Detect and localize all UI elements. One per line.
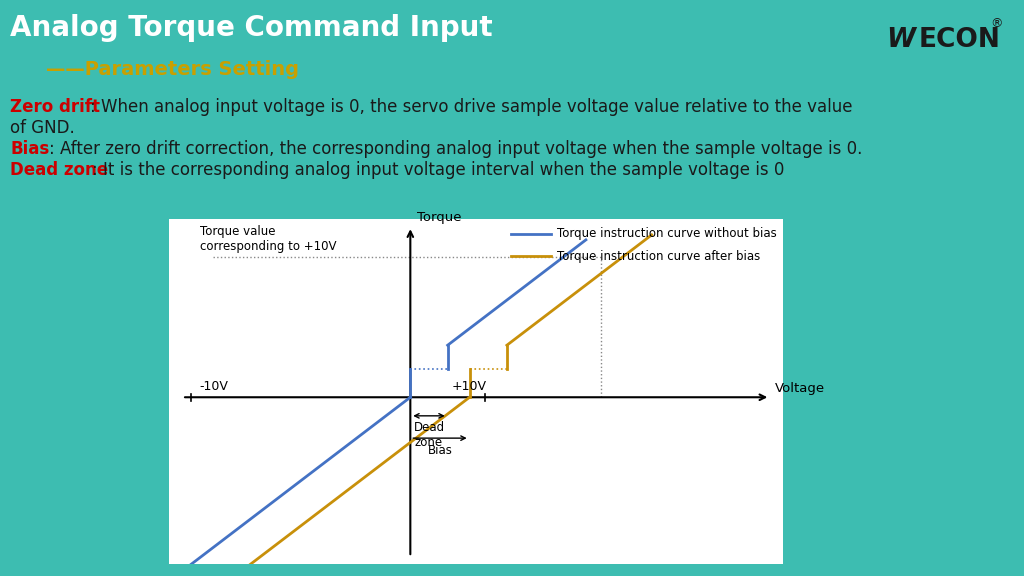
Text: W: W xyxy=(886,27,915,54)
Text: ®: ® xyxy=(990,17,1002,29)
Text: Zero drift: Zero drift xyxy=(10,98,100,116)
Text: Analog Torque Command Input: Analog Torque Command Input xyxy=(10,14,493,43)
Text: Bias: Bias xyxy=(427,444,453,457)
Text: Torque instruction curve without bias: Torque instruction curve without bias xyxy=(557,228,777,240)
Text: Dead
zone: Dead zone xyxy=(414,422,444,449)
Text: Dead zone: Dead zone xyxy=(10,161,109,179)
Text: ECON: ECON xyxy=(919,27,1000,54)
Text: of GND.: of GND. xyxy=(10,119,75,137)
Text: Bias: Bias xyxy=(10,140,49,158)
Text: +10V: +10V xyxy=(452,380,487,393)
Text: Torque instruction curve after bias: Torque instruction curve after bias xyxy=(557,249,761,263)
Text: //: // xyxy=(823,26,846,55)
Text: Torque: Torque xyxy=(417,211,462,225)
Text: Torque value
corresponding to +10V: Torque value corresponding to +10V xyxy=(200,225,336,253)
Text: -10V: -10V xyxy=(200,380,228,393)
Text: ——Parameters Setting: ——Parameters Setting xyxy=(46,60,299,79)
Text: Voltage: Voltage xyxy=(774,382,824,395)
Text: : After zero drift correction, the corresponding analog input voltage when the s: : After zero drift correction, the corre… xyxy=(49,140,862,158)
Text: : When analog input voltage is 0, the servo drive sample voltage value relative : : When analog input voltage is 0, the se… xyxy=(90,98,853,116)
Text: : It is the corresponding analog input voltage interval when the sample voltage : : It is the corresponding analog input v… xyxy=(92,161,784,179)
